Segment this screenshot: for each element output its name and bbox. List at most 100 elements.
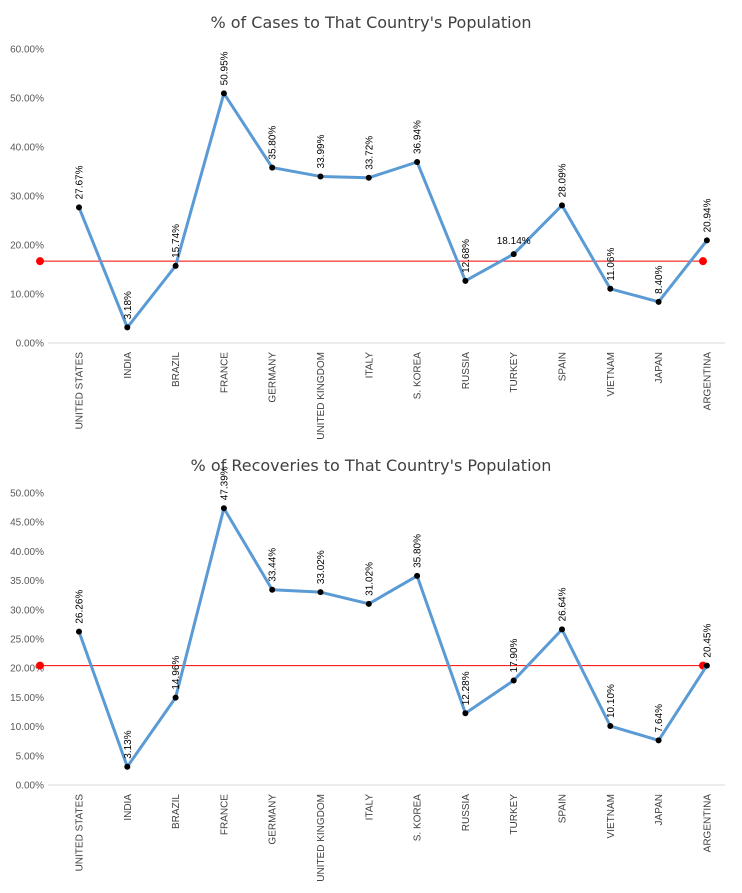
- data-label: 12.68%: [461, 239, 472, 273]
- data-point: [365, 600, 372, 607]
- y-tick-label: 15.00%: [10, 693, 44, 704]
- y-tick-label: 10.00%: [10, 722, 44, 733]
- data-label: 20.45%: [702, 624, 713, 658]
- x-tick-label: INDIA: [123, 794, 134, 821]
- y-tick-label: 35.00%: [10, 576, 44, 587]
- x-tick-label: UNITED KINGDOM: [316, 794, 327, 882]
- chart-title: % of Cases to That Country's Population: [210, 13, 531, 32]
- data-point: [414, 158, 421, 165]
- data-label: 33.72%: [364, 136, 375, 170]
- data-point: [365, 174, 372, 181]
- y-tick-label: 25.00%: [10, 635, 44, 646]
- data-label: 35.80%: [268, 126, 279, 160]
- data-label: 10.10%: [606, 684, 617, 718]
- data-label: 47.39%: [219, 466, 230, 500]
- x-tick-label: RUSSIA: [461, 794, 472, 832]
- data-point: [172, 262, 179, 269]
- x-tick-label: BRAZIL: [171, 352, 182, 387]
- data-label: 50.95%: [219, 51, 230, 85]
- data-label: 12.28%: [461, 671, 472, 705]
- data-label: 33.44%: [268, 548, 279, 582]
- data-label: 27.67%: [75, 165, 86, 199]
- chart-title: % of Recoveries to That Country's Popula…: [191, 456, 552, 475]
- data-label: 17.90%: [509, 638, 520, 672]
- data-point: [220, 90, 227, 97]
- y-tick-label: 45.00%: [10, 518, 44, 529]
- data-point: [703, 662, 710, 669]
- data-label: 36.94%: [413, 120, 424, 154]
- series-line: [77, 91, 709, 329]
- data-point: [124, 763, 131, 770]
- y-tick-label: 5.00%: [16, 751, 44, 762]
- x-tick-label: TURKEY: [509, 352, 520, 393]
- data-point: [655, 298, 662, 305]
- data-label: 3.13%: [123, 730, 134, 758]
- data-point: [559, 626, 565, 633]
- x-tick-label: GERMANY: [268, 352, 279, 403]
- x-tick-label: S. KOREA: [413, 352, 424, 400]
- y-tick-label: 10.00%: [10, 290, 44, 301]
- y-tick-label: 60.00%: [10, 45, 44, 56]
- y-tick-label: 50.00%: [10, 489, 44, 500]
- x-tick-label: TURKEY: [509, 794, 520, 835]
- data-point: [607, 723, 614, 730]
- data-label: 33.02%: [316, 550, 327, 584]
- data-point: [414, 572, 421, 579]
- data-point: [510, 677, 517, 684]
- data-label: 26.26%: [75, 590, 86, 624]
- data-point: [559, 202, 565, 209]
- x-tick-label: SPAIN: [558, 352, 569, 381]
- data-point: [655, 737, 662, 744]
- data-label: 31.02%: [364, 562, 375, 596]
- y-tick-label: 40.00%: [10, 547, 44, 558]
- data-label: 7.64%: [654, 704, 665, 732]
- x-tick-label: BRAZIL: [171, 794, 182, 829]
- cases-chart: % of Cases to That Country's Population 0…: [10, 13, 725, 440]
- data-point: [703, 237, 710, 244]
- data-label: 11.06%: [606, 248, 617, 281]
- data-point: [269, 164, 276, 171]
- x-tick-label: FRANCE: [219, 794, 230, 835]
- y-tick-label: 40.00%: [10, 143, 44, 154]
- data-label: 15.74%: [171, 224, 182, 258]
- reference-marker: [36, 257, 44, 266]
- x-tick-label: ARGENTINA: [702, 352, 713, 411]
- y-tick-label: 0.00%: [16, 781, 44, 792]
- data-point: [124, 324, 131, 331]
- x-tick-label: JAPAN: [654, 352, 665, 384]
- data-point: [76, 204, 82, 211]
- x-tick-label: ARGENTINA: [702, 794, 713, 853]
- reference-marker: [36, 661, 44, 670]
- y-tick-label: 30.00%: [10, 605, 44, 616]
- y-tick-label: 0.00%: [16, 339, 44, 350]
- data-point: [76, 628, 82, 635]
- x-tick-label: UNITED KINGDOM: [316, 352, 327, 440]
- y-tick-label: 20.00%: [10, 241, 44, 252]
- data-label: 20.94%: [702, 198, 713, 232]
- data-label: 35.80%: [413, 534, 424, 568]
- y-tick-label: 50.00%: [10, 94, 44, 105]
- x-tick-label: UNITED STATES: [75, 794, 86, 872]
- x-tick-label: S. KOREA: [413, 794, 424, 842]
- x-tick-label: VIETNAM: [606, 794, 617, 838]
- x-tick-label: FRANCE: [219, 352, 230, 393]
- data-label: 33.99%: [316, 134, 327, 168]
- x-tick-label: ITALY: [364, 794, 375, 821]
- x-tick-label: INDIA: [123, 352, 134, 379]
- x-tick-label: JAPAN: [654, 794, 665, 826]
- data-point: [220, 505, 227, 512]
- reference-marker: [699, 257, 707, 266]
- y-tick-label: 30.00%: [10, 192, 44, 203]
- x-tick-label: SPAIN: [558, 794, 569, 823]
- series-line: [77, 506, 709, 769]
- data-label: 3.18%: [123, 291, 134, 319]
- data-point: [510, 251, 517, 258]
- data-point: [317, 589, 324, 596]
- x-tick-label: RUSSIA: [461, 352, 472, 390]
- data-label: 14.96%: [171, 656, 182, 690]
- y-tick-label: 20.00%: [10, 664, 44, 675]
- x-tick-label: UNITED STATES: [75, 352, 86, 430]
- data-point: [607, 285, 614, 292]
- data-label: 26.64%: [558, 587, 569, 621]
